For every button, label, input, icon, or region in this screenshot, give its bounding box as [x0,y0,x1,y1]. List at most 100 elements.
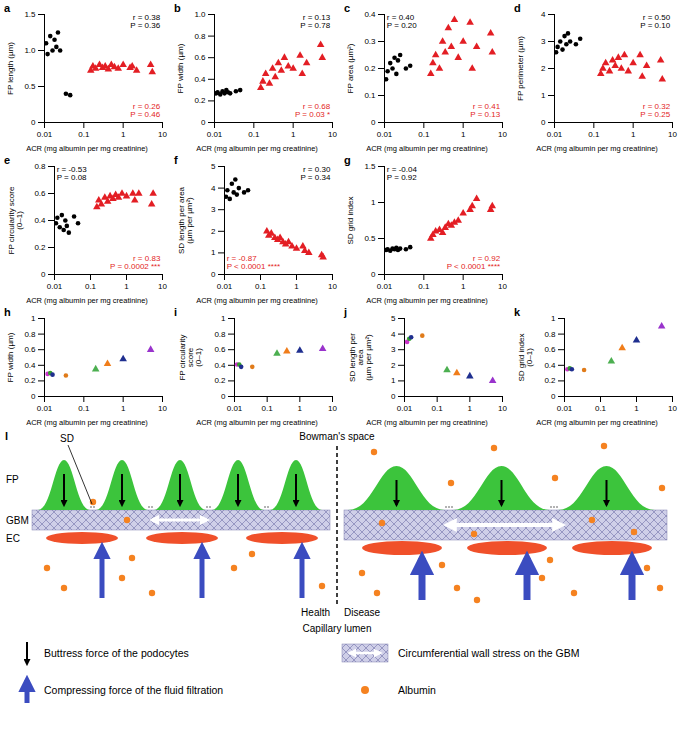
svg-text:1.0: 1.0 [24,46,36,55]
svg-text:SD grid index(0–1): SD grid index(0–1) [517,333,534,381]
svg-text:0.4: 0.4 [34,216,46,225]
svg-text:SD grid index: SD grid index [346,196,355,244]
svg-text:1: 1 [291,130,296,139]
svg-text:0.4: 0.4 [24,361,36,370]
svg-text:0.1: 0.1 [418,282,430,291]
svg-text:3: 3 [541,37,546,46]
svg-text:0.8: 0.8 [544,330,556,339]
svg-text:0: 0 [211,270,216,279]
svg-text:0.2: 0.2 [194,96,206,105]
svg-text:FP: FP [6,474,19,485]
svg-text:FP width (µm): FP width (µm) [176,43,185,93]
svg-text:1.5: 1.5 [24,10,36,19]
svg-text:0.1: 0.1 [85,282,97,291]
svg-text:0: 0 [541,118,546,127]
svg-text:SD length perarea(µm per µm²): SD length perarea(µm per µm²) [348,333,373,382]
svg-text:0.4: 0.4 [214,361,226,370]
svg-text:1: 1 [298,404,303,413]
svg-text:10: 10 [158,282,167,291]
svg-text:2: 2 [541,64,546,73]
svg-text:r = 0.50P = 0.10: r = 0.50P = 0.10 [640,13,670,30]
svg-text:4: 4 [211,184,216,193]
svg-text:r = 0.68P = 0.03 *: r = 0.68P = 0.03 * [295,102,331,119]
svg-text:0.1: 0.1 [588,130,600,139]
svg-text:0: 0 [371,118,376,127]
svg-text:Capillary lumen: Capillary lumen [303,623,372,634]
svg-text:Compressing force of the fluid: Compressing force of the fluid filtratio… [44,684,223,696]
svg-text:1.5: 1.5 [364,162,376,171]
svg-text:0.01: 0.01 [207,130,223,139]
svg-text:0.1: 0.1 [418,130,430,139]
svg-text:10: 10 [668,130,677,139]
svg-text:3: 3 [211,205,216,214]
svg-text:r = 0.26P = 0.46: r = 0.26P = 0.46 [130,102,160,119]
svg-text:0: 0 [371,270,376,279]
svg-text:0.01: 0.01 [557,404,573,413]
svg-text:0.8: 0.8 [214,330,226,339]
svg-text:r = 0.41P = 0.13: r = 0.41P = 0.13 [470,102,500,119]
svg-text:1: 1 [31,314,36,323]
svg-text:SD length per area(µm per µm²): SD length per area(µm per µm²) [177,186,194,254]
svg-text:0.1: 0.1 [595,404,607,413]
svg-text:0.1: 0.1 [364,91,376,100]
svg-text:2: 2 [391,361,396,370]
svg-text:10: 10 [158,130,167,139]
svg-text:0: 0 [221,392,226,401]
svg-text:0.6: 0.6 [34,189,46,198]
svg-text:0.01: 0.01 [227,404,243,413]
svg-text:1: 1 [221,314,226,323]
svg-text:0.8: 0.8 [34,162,46,171]
svg-text:0.2: 0.2 [364,64,376,73]
svg-text:0.2: 0.2 [24,376,36,385]
svg-text:1: 1 [124,282,129,291]
svg-text:r = 0.40P = 0.20: r = 0.40P = 0.20 [387,13,417,30]
svg-text:r = 0.30P = 0.34: r = 0.30P = 0.34 [300,165,330,182]
svg-text:0: 0 [31,392,36,401]
svg-text:FP circularityscore(0–1): FP circularityscore(0–1) [178,334,203,380]
svg-text:FP length (µm): FP length (µm) [6,42,15,95]
svg-text:0.6: 0.6 [194,53,206,62]
svg-text:1: 1 [294,282,299,291]
svg-text:1: 1 [461,282,466,291]
svg-text:10: 10 [328,404,337,413]
svg-text:0.4: 0.4 [194,75,206,84]
svg-text:1: 1 [211,248,216,257]
svg-text:2: 2 [211,227,216,236]
svg-text:5: 5 [391,314,396,323]
svg-text:0.4: 0.4 [364,10,376,19]
svg-text:5: 5 [211,162,216,171]
svg-text:0.2: 0.2 [214,376,226,385]
svg-text:r = -0.53P = 0.08: r = -0.53P = 0.08 [57,165,88,182]
svg-text:0.01: 0.01 [377,130,393,139]
svg-text:1: 1 [461,130,466,139]
svg-text:0.01: 0.01 [217,282,233,291]
svg-text:0.1: 0.1 [248,130,260,139]
svg-text:10: 10 [498,282,507,291]
svg-text:0.5: 0.5 [24,82,36,91]
svg-text:0.4: 0.4 [544,361,556,370]
svg-text:0.01: 0.01 [547,130,563,139]
svg-text:1.0: 1.0 [194,10,206,19]
svg-text:FP area (µm²): FP area (µm²) [346,43,355,93]
svg-text:Buttress force of the podocyte: Buttress force of the podocytes [44,647,189,659]
svg-text:1: 1 [391,376,396,385]
svg-text:FP perimeter (µm): FP perimeter (µm) [516,36,525,101]
svg-text:0.2: 0.2 [34,243,46,252]
svg-text:0.1: 0.1 [432,404,444,413]
svg-text:0: 0 [551,392,556,401]
svg-text:Disease: Disease [344,607,381,618]
svg-text:0.1: 0.1 [255,282,267,291]
svg-text:0.3: 0.3 [364,37,376,46]
svg-text:3: 3 [391,345,396,354]
svg-text:FP width (µm): FP width (µm) [6,332,15,382]
svg-text:Albumin: Albumin [398,684,436,696]
svg-text:4: 4 [541,10,546,19]
svg-text:0: 0 [201,118,206,127]
svg-text:4: 4 [391,330,396,339]
svg-text:0.2: 0.2 [544,376,556,385]
svg-text:0.8: 0.8 [24,330,36,339]
svg-text:r = -0.04P = 0.92: r = -0.04P = 0.92 [387,165,418,182]
svg-text:Bowman's space: Bowman's space [299,431,375,442]
svg-text:0.8: 0.8 [194,32,206,41]
svg-text:0.01: 0.01 [397,404,413,413]
